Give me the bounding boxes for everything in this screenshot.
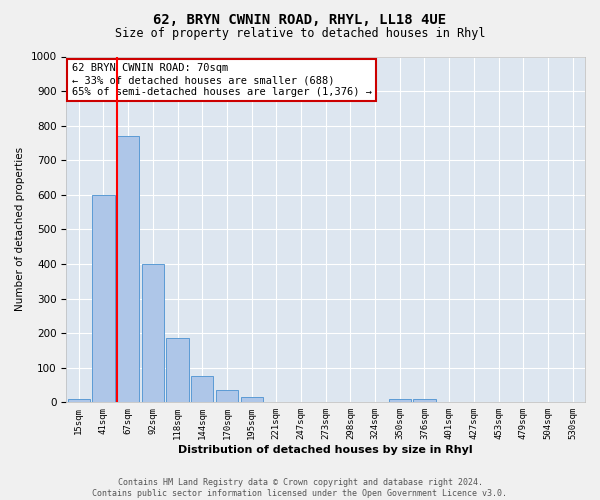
Bar [117,136,139,402]
Text: Contains HM Land Registry data © Crown copyright and database right 2024.
Contai: Contains HM Land Registry data © Crown c… [92,478,508,498]
Bar [413,399,436,402]
X-axis label: Distribution of detached houses by size in Rhyl: Distribution of detached houses by size … [178,445,473,455]
Bar [166,338,188,402]
Bar [191,376,214,402]
Text: Size of property relative to detached houses in Rhyl: Size of property relative to detached ho… [115,28,485,40]
Bar [92,195,115,402]
Y-axis label: Number of detached properties: Number of detached properties [15,148,25,312]
Bar [68,399,90,402]
Bar [241,397,263,402]
Text: 62, BRYN CWNIN ROAD, RHYL, LL18 4UE: 62, BRYN CWNIN ROAD, RHYL, LL18 4UE [154,12,446,26]
Bar [142,264,164,402]
Bar [216,390,238,402]
Bar [389,399,411,402]
Text: 62 BRYN CWNIN ROAD: 70sqm
← 33% of detached houses are smaller (688)
65% of semi: 62 BRYN CWNIN ROAD: 70sqm ← 33% of detac… [71,64,371,96]
